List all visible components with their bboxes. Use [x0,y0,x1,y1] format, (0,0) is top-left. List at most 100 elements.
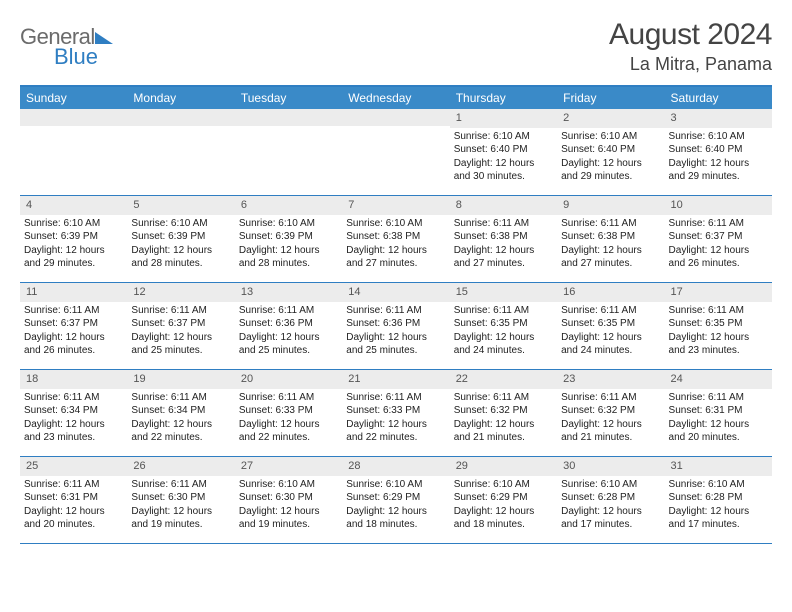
daylight-text: and 25 minutes. [346,344,445,358]
daylight-text: and 18 minutes. [454,518,553,532]
sunset-text: Sunset: 6:31 PM [24,491,123,505]
title-area: August 2024 La Mitra, Panama [609,18,772,75]
daylight-text: Daylight: 12 hours [239,418,338,432]
sunrise-text: Sunrise: 6:11 AM [131,391,230,405]
day-cell: 1Sunrise: 6:10 AMSunset: 6:40 PMDaylight… [450,109,557,195]
sunrise-text: Sunrise: 6:10 AM [454,130,553,144]
daylight-text: Daylight: 12 hours [24,331,123,345]
sunset-text: Sunset: 6:34 PM [24,404,123,418]
day-cell: 24Sunrise: 6:11 AMSunset: 6:31 PMDayligh… [665,370,772,456]
sunset-text: Sunset: 6:32 PM [561,404,660,418]
daylight-text: and 20 minutes. [24,518,123,532]
day-cell: 19Sunrise: 6:11 AMSunset: 6:34 PMDayligh… [127,370,234,456]
sunrise-text: Sunrise: 6:10 AM [561,130,660,144]
daylight-text: Daylight: 12 hours [454,331,553,345]
daylight-text: and 18 minutes. [346,518,445,532]
sunset-text: Sunset: 6:30 PM [239,491,338,505]
day-number: 20 [235,370,342,389]
sunset-text: Sunset: 6:38 PM [561,230,660,244]
sunset-text: Sunset: 6:40 PM [669,143,768,157]
day-cell: 25Sunrise: 6:11 AMSunset: 6:31 PMDayligh… [20,457,127,543]
logo-triangle-icon [95,32,113,44]
day-cell: 26Sunrise: 6:11 AMSunset: 6:30 PMDayligh… [127,457,234,543]
daylight-text: Daylight: 12 hours [131,244,230,258]
month-title: August 2024 [609,18,772,52]
day-body [342,126,449,132]
day-body: Sunrise: 6:11 AMSunset: 6:31 PMDaylight:… [20,476,127,536]
sunset-text: Sunset: 6:31 PM [669,404,768,418]
day-number [235,109,342,126]
day-number: 29 [450,457,557,476]
day-number [127,109,234,126]
sunrise-text: Sunrise: 6:11 AM [669,304,768,318]
day-body: Sunrise: 6:11 AMSunset: 6:38 PMDaylight:… [450,215,557,275]
daylight-text: and 24 minutes. [561,344,660,358]
day-cell: 4Sunrise: 6:10 AMSunset: 6:39 PMDaylight… [20,196,127,282]
daylight-text: and 27 minutes. [346,257,445,271]
day-cell: 5Sunrise: 6:10 AMSunset: 6:39 PMDaylight… [127,196,234,282]
sunrise-text: Sunrise: 6:11 AM [454,304,553,318]
sunset-text: Sunset: 6:39 PM [24,230,123,244]
daylight-text: and 29 minutes. [669,170,768,184]
day-number: 17 [665,283,772,302]
day-number: 10 [665,196,772,215]
sunrise-text: Sunrise: 6:10 AM [131,217,230,231]
daylight-text: and 25 minutes. [131,344,230,358]
sunset-text: Sunset: 6:30 PM [131,491,230,505]
day-number: 16 [557,283,664,302]
sunrise-text: Sunrise: 6:11 AM [669,391,768,405]
daylight-text: Daylight: 12 hours [561,157,660,171]
daylight-text: and 28 minutes. [131,257,230,271]
page: General August 2024 La Mitra, Panama Sun… [0,0,792,554]
day-cell [20,109,127,195]
day-cell: 23Sunrise: 6:11 AMSunset: 6:32 PMDayligh… [557,370,664,456]
daylight-text: Daylight: 12 hours [561,244,660,258]
sunset-text: Sunset: 6:32 PM [454,404,553,418]
day-number: 22 [450,370,557,389]
day-cell: 2Sunrise: 6:10 AMSunset: 6:40 PMDaylight… [557,109,664,195]
day-number: 25 [20,457,127,476]
day-cell: 16Sunrise: 6:11 AMSunset: 6:35 PMDayligh… [557,283,664,369]
day-body: Sunrise: 6:10 AMSunset: 6:39 PMDaylight:… [235,215,342,275]
day-body [20,126,127,132]
daylight-text: and 23 minutes. [669,344,768,358]
daylight-text: Daylight: 12 hours [454,505,553,519]
sunrise-text: Sunrise: 6:11 AM [24,391,123,405]
daylight-text: Daylight: 12 hours [346,244,445,258]
day-cell: 3Sunrise: 6:10 AMSunset: 6:40 PMDaylight… [665,109,772,195]
day-body: Sunrise: 6:10 AMSunset: 6:29 PMDaylight:… [450,476,557,536]
sunset-text: Sunset: 6:38 PM [346,230,445,244]
day-number: 27 [235,457,342,476]
day-body: Sunrise: 6:11 AMSunset: 6:32 PMDaylight:… [450,389,557,449]
day-body: Sunrise: 6:11 AMSunset: 6:38 PMDaylight:… [557,215,664,275]
day-cell [127,109,234,195]
day-number: 31 [665,457,772,476]
day-cell: 13Sunrise: 6:11 AMSunset: 6:36 PMDayligh… [235,283,342,369]
sunset-text: Sunset: 6:37 PM [131,317,230,331]
daylight-text: and 29 minutes. [24,257,123,271]
sunset-text: Sunset: 6:28 PM [669,491,768,505]
daylight-text: Daylight: 12 hours [561,331,660,345]
day-number [342,109,449,126]
day-cell: 9Sunrise: 6:11 AMSunset: 6:38 PMDaylight… [557,196,664,282]
sunset-text: Sunset: 6:29 PM [346,491,445,505]
sunrise-text: Sunrise: 6:10 AM [346,478,445,492]
daylight-text: and 30 minutes. [454,170,553,184]
day-body: Sunrise: 6:11 AMSunset: 6:33 PMDaylight:… [235,389,342,449]
day-body: Sunrise: 6:10 AMSunset: 6:28 PMDaylight:… [665,476,772,536]
weekday-thu: Thursday [450,87,557,109]
day-cell: 20Sunrise: 6:11 AMSunset: 6:33 PMDayligh… [235,370,342,456]
day-number: 7 [342,196,449,215]
daylight-text: Daylight: 12 hours [239,331,338,345]
day-cell: 28Sunrise: 6:10 AMSunset: 6:29 PMDayligh… [342,457,449,543]
day-number: 3 [665,109,772,128]
day-body: Sunrise: 6:11 AMSunset: 6:35 PMDaylight:… [665,302,772,362]
logo-text-2: Blue [54,44,98,70]
weekday-sun: Sunday [20,87,127,109]
daylight-text: Daylight: 12 hours [346,331,445,345]
sunrise-text: Sunrise: 6:10 AM [669,478,768,492]
day-body: Sunrise: 6:10 AMSunset: 6:40 PMDaylight:… [557,128,664,188]
sunrise-text: Sunrise: 6:10 AM [346,217,445,231]
day-number: 14 [342,283,449,302]
sunset-text: Sunset: 6:35 PM [561,317,660,331]
